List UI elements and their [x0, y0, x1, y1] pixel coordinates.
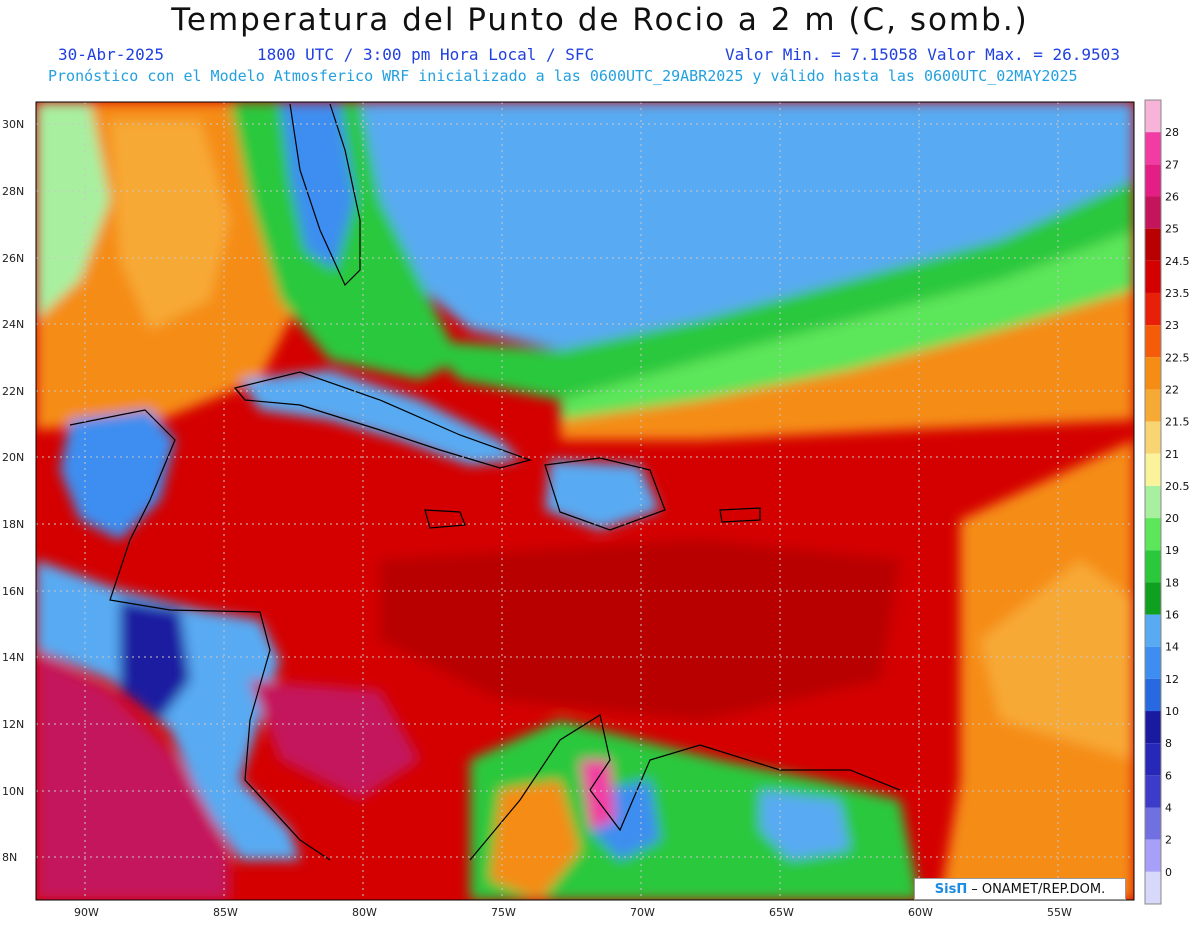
colorbar-label: 19 — [1165, 544, 1179, 557]
colorbar-swatch — [1145, 775, 1161, 808]
colorbar-label: 20 — [1165, 512, 1179, 525]
credit-brand: SisΠ — [934, 881, 968, 897]
colorbar-swatch — [1145, 196, 1161, 229]
lat-label: 24N — [2, 318, 24, 331]
lat-label: 22N — [2, 385, 24, 398]
colorbar-swatch — [1145, 485, 1161, 519]
lon-label: 85W — [213, 906, 238, 919]
colorbar-label: 2 — [1165, 834, 1172, 847]
lat-label: 12N — [2, 718, 24, 731]
lat-label: 30N — [2, 118, 24, 131]
credit-text: – ONAMET/REP.DOM. — [971, 881, 1106, 897]
colorbar-label: 23.5 — [1165, 287, 1190, 300]
lat-label: 28N — [2, 185, 24, 198]
lat-label: 8N — [2, 851, 17, 864]
lat-lon-grid — [36, 102, 1134, 900]
colorbar-label: 25 — [1165, 223, 1179, 236]
lon-label: 80W — [352, 906, 377, 919]
forecast-date: 30-Abr-2025 — [58, 45, 164, 64]
colorbar-swatch — [1145, 357, 1161, 390]
colorbar-label: 24.5 — [1165, 255, 1190, 268]
colorbar-label: 22.5 — [1165, 351, 1190, 364]
temperature-field — [36, 102, 1134, 900]
lat-label: 26N — [2, 252, 24, 265]
lon-label: 60W — [908, 906, 933, 919]
colorbar-swatch — [1145, 132, 1161, 165]
colorbar-swatch — [1145, 164, 1161, 197]
colorbar-swatch — [1145, 260, 1161, 293]
colorbar-label: 4 — [1165, 802, 1172, 815]
map-title: Temperatura del Punto de Rocio a 2 m (C,… — [171, 2, 1029, 38]
forecast-time: 1800 UTC / 3:00 pm Hora Local / SFC — [257, 45, 595, 64]
colorbar-label: 23 — [1165, 319, 1179, 332]
colorbar-swatch — [1145, 614, 1161, 647]
colorbar-swatch — [1145, 453, 1161, 486]
credit-box: SisΠ – ONAMET/REP.DOM. — [914, 878, 1126, 900]
lon-label: 90W — [74, 906, 99, 919]
colorbar-swatch — [1145, 389, 1161, 422]
colorbar-label: 12 — [1165, 673, 1179, 686]
colorbar-label: 20.5 — [1165, 480, 1190, 493]
colorbar-label: 18 — [1165, 576, 1179, 589]
colorbar-swatch — [1145, 518, 1161, 551]
colorbar-swatch — [1145, 582, 1161, 615]
lon-label: 65W — [769, 906, 794, 919]
colorbar-swatch — [1145, 711, 1161, 744]
colorbar-label: 0 — [1165, 866, 1172, 879]
colorbar-label: 16 — [1165, 609, 1179, 622]
colorbar-label: 21 — [1165, 448, 1179, 461]
colorbar-label: 14 — [1165, 641, 1179, 654]
colorbar-swatch — [1145, 550, 1161, 583]
colorbar-swatch — [1145, 292, 1161, 326]
colorbar-frame — [1144, 99, 1162, 905]
colorbar-swatch — [1145, 743, 1161, 776]
lat-label: 14N — [2, 651, 24, 664]
colorbar-swatch — [1145, 646, 1161, 679]
colorbar-swatch — [1145, 839, 1161, 872]
colorbar-label: 27 — [1165, 158, 1179, 171]
colorbar-swatch — [1145, 421, 1161, 454]
colorbar: 2827262524.523.52322.52221.52120.5201918… — [1144, 99, 1190, 905]
colorbar-swatch — [1145, 228, 1161, 261]
latitude-labels: 30N 28N 26N 24N 22N 20N 18N 16N 14N 12N … — [2, 118, 24, 864]
colorbar-label: 21.5 — [1165, 416, 1190, 429]
colorbar-label: 26 — [1165, 190, 1179, 203]
colorbar-swatch — [1145, 807, 1161, 840]
colorbar-label: 22 — [1165, 383, 1179, 396]
lat-label: 10N — [2, 785, 24, 798]
coastlines — [69, 103, 901, 861]
colorbar-swatch — [1145, 678, 1161, 712]
lon-label: 70W — [630, 906, 655, 919]
colorbar-label: 28 — [1165, 126, 1179, 139]
colorbar-label: 6 — [1165, 769, 1172, 782]
lon-label: 55W — [1047, 906, 1072, 919]
min-max-values: Valor Min. = 7.15058 Valor Max. = 26.950… — [725, 45, 1120, 64]
lat-label: 18N — [2, 518, 24, 531]
lon-label: 75W — [491, 906, 516, 919]
lat-label: 16N — [2, 585, 24, 598]
colorbar-label: 8 — [1165, 737, 1172, 750]
model-info-line: Pronóstico con el Modelo Atmosferico WRF… — [48, 67, 1078, 85]
colorbar-swatch — [1145, 325, 1161, 358]
colorbar-swatch — [1145, 100, 1161, 133]
longitude-labels: 90W 85W 80W 75W 70W 65W 60W 55W — [74, 906, 1072, 919]
colorbar-label: 10 — [1165, 705, 1179, 718]
colorbar-swatch — [1145, 871, 1161, 904]
lat-label: 20N — [2, 451, 24, 464]
